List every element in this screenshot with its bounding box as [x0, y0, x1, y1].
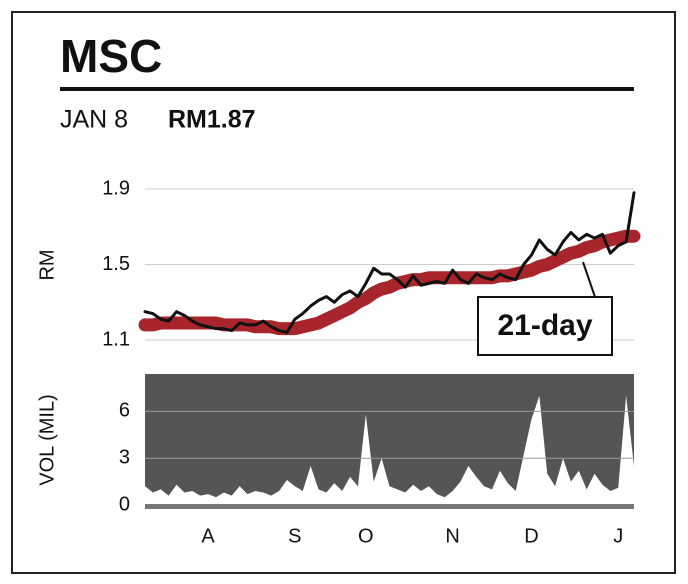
x-tick-label: N: [445, 525, 459, 547]
x-tick-label: A: [201, 525, 215, 547]
x-tick-label: S: [288, 525, 301, 547]
y-axis-title: RM: [36, 249, 58, 280]
callout-pointer: [582, 261, 596, 298]
x-tick-label: J: [613, 525, 623, 547]
x-tick-label: O: [358, 525, 374, 547]
y-tick-label: 1.5: [102, 253, 130, 275]
date: JAN 8: [60, 106, 128, 134]
y-tick-label: 1.9: [102, 177, 130, 199]
y-tick-label: 1.1: [102, 328, 130, 350]
y-tick-label: 3: [119, 446, 130, 468]
volume-area: [145, 395, 634, 505]
price: RM1.87: [168, 106, 256, 134]
title-rule: [60, 87, 634, 91]
y-tick-label: 0: [119, 493, 130, 515]
y-tick-label: 6: [119, 400, 130, 422]
price-line: [143, 191, 636, 334]
moving-average-line: [138, 229, 641, 336]
title: MSC: [60, 30, 162, 82]
volume-baseline: [145, 504, 634, 509]
series-label: 21-day: [497, 309, 592, 342]
x-tick-label: D: [524, 525, 538, 547]
y-axis-title: VOL (MIL): [36, 394, 58, 486]
callout-box: [477, 296, 613, 356]
